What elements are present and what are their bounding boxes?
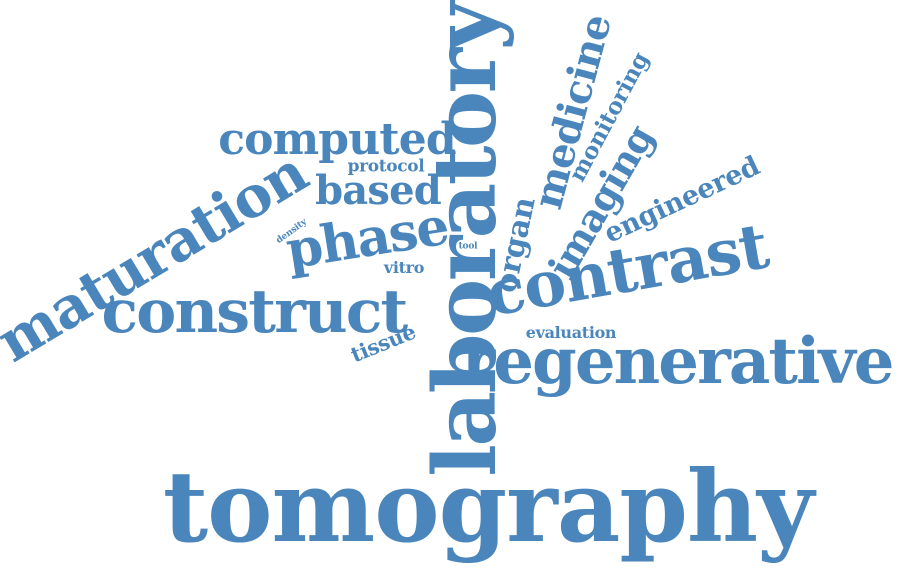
word-tomography: tomography [162,450,814,565]
word-evaluation: evaluation [525,323,617,342]
word-regenerative: regenerative [461,324,894,399]
word-tool: tool [458,241,478,252]
word-vitro: vitro [383,258,425,277]
word-construct: construct [101,277,409,347]
word-protocol: protocol [347,156,425,177]
word-based: based [315,167,442,214]
word-computed: computed [218,114,456,165]
